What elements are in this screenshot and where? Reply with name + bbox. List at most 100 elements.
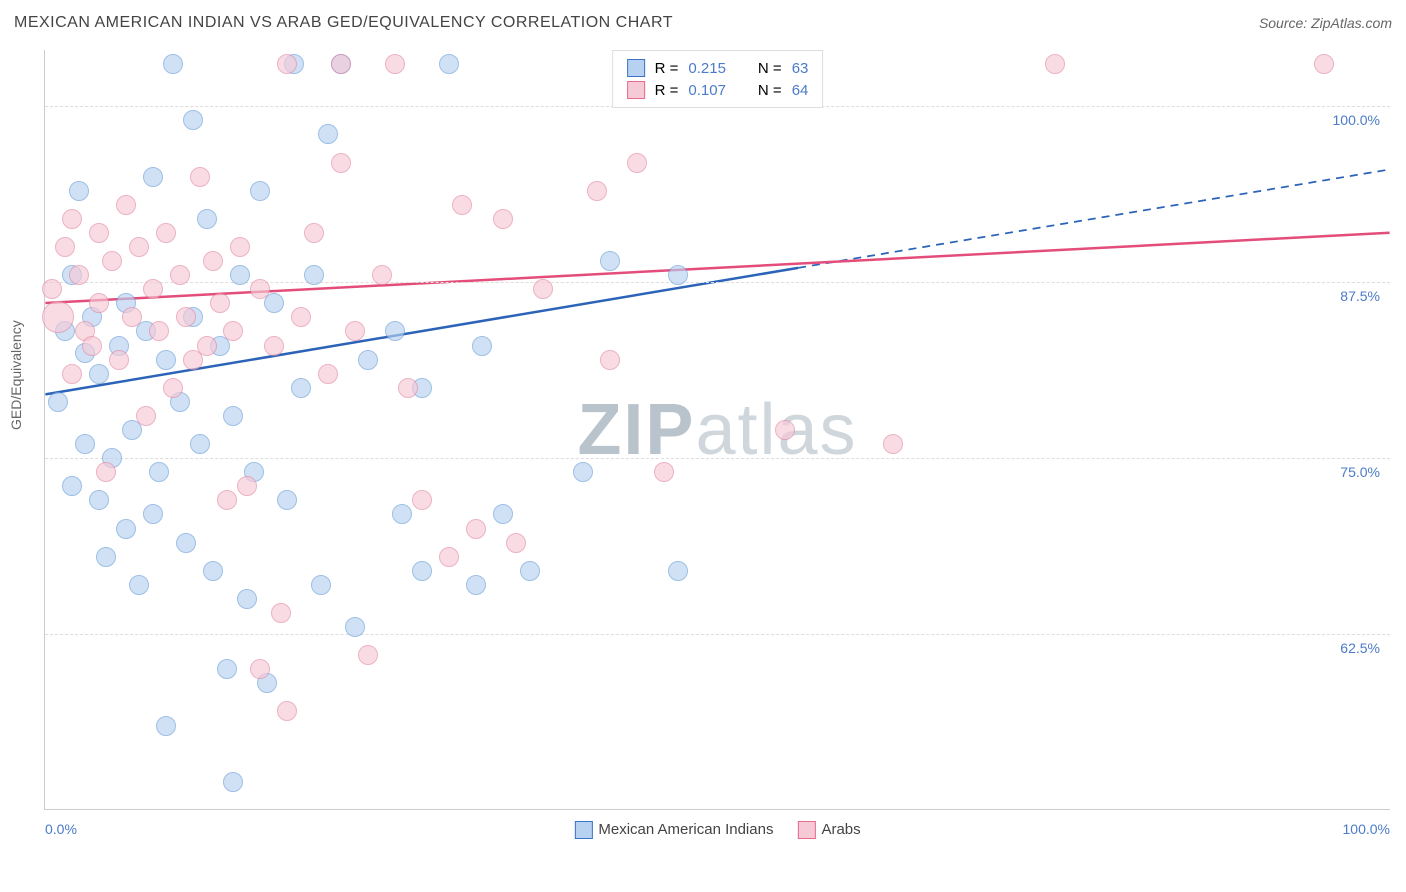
data-point <box>775 420 795 440</box>
data-point <box>149 321 169 341</box>
data-point <box>345 321 365 341</box>
data-point <box>345 617 365 637</box>
data-point <box>96 547 116 567</box>
legend-row: R = 0.107N = 64 <box>627 79 809 101</box>
legend-swatch <box>627 59 645 77</box>
legend-item: Mexican American Indians <box>574 821 773 839</box>
data-point <box>493 504 513 524</box>
data-point <box>170 265 190 285</box>
data-point <box>89 490 109 510</box>
n-label: N = <box>758 82 782 99</box>
data-point <box>520 561 540 581</box>
data-point <box>385 321 405 341</box>
data-point <box>668 265 688 285</box>
chart-title: MEXICAN AMERICAN INDIAN VS ARAB GED/EQUI… <box>14 14 673 32</box>
data-point <box>230 265 250 285</box>
data-point <box>237 476 257 496</box>
y-tick-label: 100.0% <box>1333 112 1380 128</box>
data-point <box>1314 54 1334 74</box>
legend-row: R = 0.215 N = 63 <box>627 57 809 79</box>
scatter-chart: ZIPatlas R = 0.215N = 63R = 0.107N = 64 … <box>44 50 1390 810</box>
data-point <box>129 575 149 595</box>
r-label: R = <box>655 82 679 99</box>
data-point <box>89 223 109 243</box>
y-tick-label: 62.5% <box>1340 640 1380 656</box>
data-point <box>143 279 163 299</box>
data-point <box>600 350 620 370</box>
data-point <box>600 251 620 271</box>
x-tick-label: 0.0% <box>45 821 77 837</box>
data-point <box>149 462 169 482</box>
data-point <box>331 153 351 173</box>
data-point <box>439 54 459 74</box>
data-point <box>102 251 122 271</box>
data-point <box>223 321 243 341</box>
data-point <box>311 575 331 595</box>
data-point <box>203 251 223 271</box>
gridline <box>45 458 1390 459</box>
data-point <box>69 181 89 201</box>
data-point <box>129 237 149 257</box>
data-point <box>42 301 74 333</box>
data-point <box>533 279 553 299</box>
data-point <box>156 716 176 736</box>
data-point <box>42 279 62 299</box>
data-point <box>230 237 250 257</box>
data-point <box>156 350 176 370</box>
data-point <box>116 519 136 539</box>
data-point <box>183 110 203 130</box>
n-value: 63 <box>792 60 809 77</box>
data-point <box>75 434 95 454</box>
data-point <box>116 195 136 215</box>
data-point <box>223 772 243 792</box>
data-point <box>304 223 324 243</box>
data-point <box>203 561 223 581</box>
data-point <box>385 54 405 74</box>
n-label: N = <box>758 60 782 77</box>
data-point <box>412 561 432 581</box>
data-point <box>190 167 210 187</box>
correlation-legend: R = 0.215N = 63R = 0.107N = 64 <box>612 50 824 108</box>
data-point <box>668 561 688 581</box>
legend-label: Arabs <box>821 821 860 838</box>
data-point <box>587 181 607 201</box>
data-point <box>466 519 486 539</box>
data-point <box>271 603 291 623</box>
y-tick-label: 87.5% <box>1340 288 1380 304</box>
data-point <box>277 54 297 74</box>
data-point <box>412 490 432 510</box>
legend-label: Mexican American Indians <box>598 821 773 838</box>
data-point <box>89 293 109 313</box>
data-point <box>291 378 311 398</box>
data-point <box>466 575 486 595</box>
source-attribution: Source: ZipAtlas.com <box>1259 15 1392 31</box>
data-point <box>1045 54 1065 74</box>
data-point <box>143 504 163 524</box>
data-point <box>210 293 230 313</box>
trend-lines <box>45 50 1390 809</box>
trend-line-dashed <box>798 169 1389 267</box>
data-point <box>358 645 378 665</box>
data-point <box>318 124 338 144</box>
data-point <box>89 364 109 384</box>
data-point <box>82 336 102 356</box>
data-point <box>176 307 196 327</box>
data-point <box>331 54 351 74</box>
r-label: R = <box>655 60 679 77</box>
legend-swatch <box>627 81 645 99</box>
data-point <box>264 336 284 356</box>
data-point <box>250 279 270 299</box>
data-point <box>627 153 647 173</box>
r-value: 0.215 <box>688 60 726 77</box>
data-point <box>277 490 297 510</box>
data-point <box>163 54 183 74</box>
data-point <box>318 364 338 384</box>
chart-header: MEXICAN AMERICAN INDIAN VS ARAB GED/EQUI… <box>0 0 1406 46</box>
data-point <box>654 462 674 482</box>
r-value: 0.107 <box>688 82 726 99</box>
data-point <box>372 265 392 285</box>
data-point <box>277 701 297 721</box>
data-point <box>883 434 903 454</box>
data-point <box>217 490 237 510</box>
data-point <box>163 378 183 398</box>
